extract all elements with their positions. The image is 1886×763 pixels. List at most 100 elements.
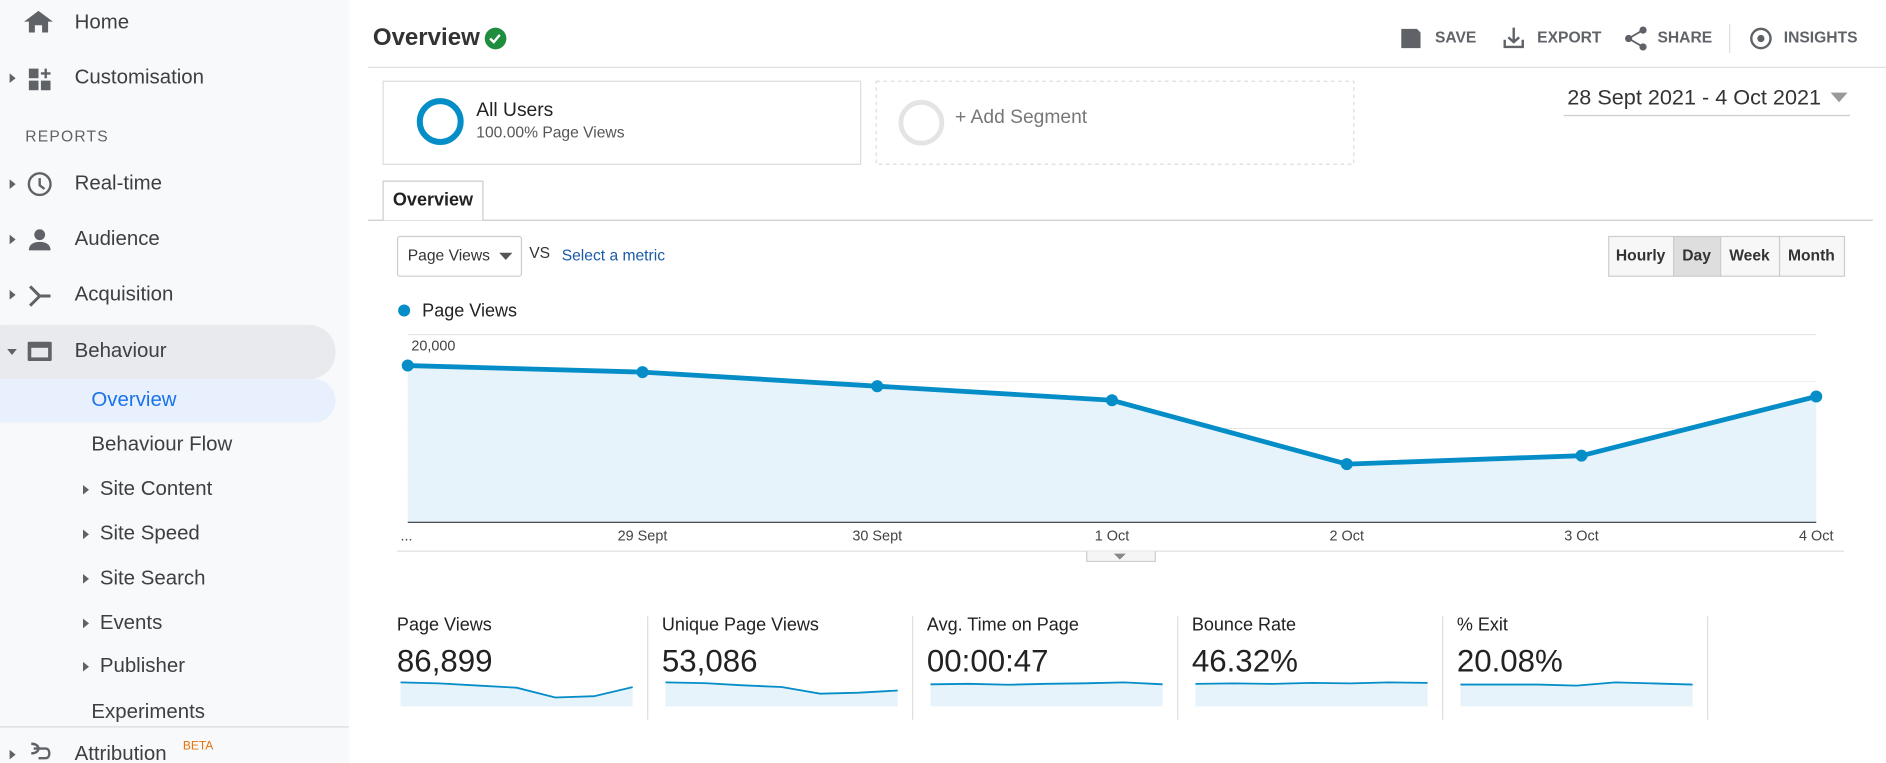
granularity-button[interactable]: [1673, 235, 1722, 277]
nav-subitem[interactable]: Events: [100, 611, 162, 634]
nav-item[interactable]: Customisation: [75, 66, 204, 89]
insights-icon-core: [1757, 34, 1765, 43]
sparkline-area: [1460, 682, 1693, 707]
nav-item[interactable]: Audience: [75, 227, 160, 250]
export-icon: [1503, 27, 1524, 49]
nav-item[interactable]: Home: [75, 10, 130, 33]
x-tick-label: 3 Oct: [1564, 529, 1598, 545]
scorecard-label: Unique Page Views: [662, 615, 819, 635]
expand-arrow[interactable]: [82, 574, 90, 584]
sparkline: [400, 681, 633, 699]
legend-swatch: [398, 304, 411, 317]
nav-subitem[interactable]: Behaviour Flow: [91, 433, 232, 456]
sparkline: [930, 681, 1163, 686]
granularity-label[interactable]: Week: [1729, 247, 1770, 264]
nav-item[interactable]: Attribution: [75, 742, 167, 763]
scorecard-label: Page Views: [397, 615, 492, 635]
active-item-bg: [0, 379, 336, 423]
expand-arrow[interactable]: [82, 661, 90, 672]
area: [407, 365, 1817, 523]
header-action[interactable]: EXPORT: [1537, 30, 1602, 47]
nav-subitem[interactable]: Site Search: [100, 566, 206, 589]
x-tick-label: 29 Sept: [618, 529, 668, 545]
nav-item[interactable]: Real-time: [75, 172, 162, 195]
realtime-hand: [38, 178, 46, 190]
point: [1810, 390, 1823, 403]
point: [1575, 449, 1588, 462]
expand-arrow[interactable]: [82, 618, 90, 629]
nav-item[interactable]: Acquisition: [75, 282, 174, 305]
add-segment-card[interactable]: [875, 80, 1355, 165]
sparkline-area: [665, 682, 898, 707]
nav-subitem[interactable]: Experiments: [91, 700, 205, 723]
metric-dropdown-arrow: [499, 252, 513, 260]
nav-subitem[interactable]: Site Speed: [100, 522, 200, 545]
expand-arrow[interactable]: [9, 73, 16, 84]
granularity-label[interactable]: Day: [1682, 247, 1711, 264]
audience-icon: [34, 229, 46, 241]
date-range[interactable]: 28 Sept 2021 - 4 Oct 2021: [1567, 84, 1821, 109]
scorecard-label: Bounce Rate: [1192, 615, 1296, 635]
nav-item[interactable]: Behaviour: [75, 339, 167, 362]
add-segment[interactable]: + Add Segment: [955, 107, 1088, 128]
nav-subitem[interactable]: Site Content: [100, 477, 213, 500]
scorecard-value: 53,086: [662, 643, 758, 678]
expand-arrow[interactable]: [7, 349, 17, 356]
granularity-label[interactable]: Hourly: [1616, 247, 1666, 264]
customisation-icon: [28, 68, 51, 91]
x-tick-label: ...: [401, 529, 413, 545]
segment-ring-empty: [898, 99, 945, 146]
sparkline: [665, 681, 898, 695]
header-action[interactable]: SHARE: [1657, 30, 1712, 47]
nav-subitem[interactable]: Overview: [91, 388, 176, 411]
tab-box: [382, 180, 484, 221]
expand-arrow[interactable]: [82, 484, 90, 495]
sparkline-area: [930, 682, 1163, 707]
icons: [24, 10, 1772, 760]
date-dropdown-arrow[interactable]: [1830, 92, 1848, 103]
audience-body: [28, 241, 51, 251]
acquisition-icon: [29, 285, 51, 307]
metric-dropdown[interactable]: [396, 235, 523, 277]
expand-arrow[interactable]: [9, 749, 16, 760]
point: [871, 380, 884, 393]
header-action[interactable]: INSIGHTS: [1784, 30, 1858, 47]
point: [401, 359, 414, 372]
expand-arrow[interactable]: [9, 179, 16, 189]
y-tick-label: 20,000: [411, 338, 455, 354]
point: [636, 366, 649, 379]
granularity-label[interactable]: Month: [1788, 247, 1835, 264]
active-section-bg: [0, 324, 336, 380]
sparkline: [1195, 681, 1428, 685]
verified-check: [489, 34, 501, 44]
nav-badge: BETA: [183, 738, 213, 752]
nav-subitem[interactable]: Publisher: [100, 654, 185, 677]
segment-detail: 100.00% Page Views: [476, 125, 624, 142]
tab[interactable]: Overview: [393, 190, 474, 210]
save-icon: [1401, 28, 1421, 49]
page-title: Overview: [373, 24, 480, 51]
behaviour-icon-inner: [31, 347, 49, 358]
metric-link[interactable]: Select a metric: [562, 247, 665, 264]
sparkline: [1460, 681, 1693, 687]
granularity-button[interactable]: [1608, 235, 1675, 277]
expand-arrow[interactable]: [9, 290, 16, 300]
share-icon-lines: [1626, 29, 1644, 48]
segment-card[interactable]: [382, 80, 862, 165]
home-icon: [24, 10, 53, 33]
scorecard-label: Avg. Time on Page: [927, 615, 1079, 635]
metric-selected: Page Views: [408, 247, 490, 264]
sparkline-area: [400, 682, 633, 707]
nav-section: REPORTS: [25, 128, 109, 145]
sparkline-area: [1195, 682, 1428, 707]
point: [1340, 458, 1353, 471]
realtime-icon: [27, 172, 52, 197]
granularity-button[interactable]: [1778, 235, 1846, 277]
header-action[interactable]: SAVE: [1435, 30, 1476, 47]
scorecard-label: % Exit: [1457, 615, 1508, 635]
granularity-button[interactable]: [1720, 235, 1781, 277]
expand-arrow[interactable]: [9, 234, 16, 245]
attribution-icon: [31, 742, 51, 760]
expand-arrow[interactable]: [82, 529, 90, 540]
